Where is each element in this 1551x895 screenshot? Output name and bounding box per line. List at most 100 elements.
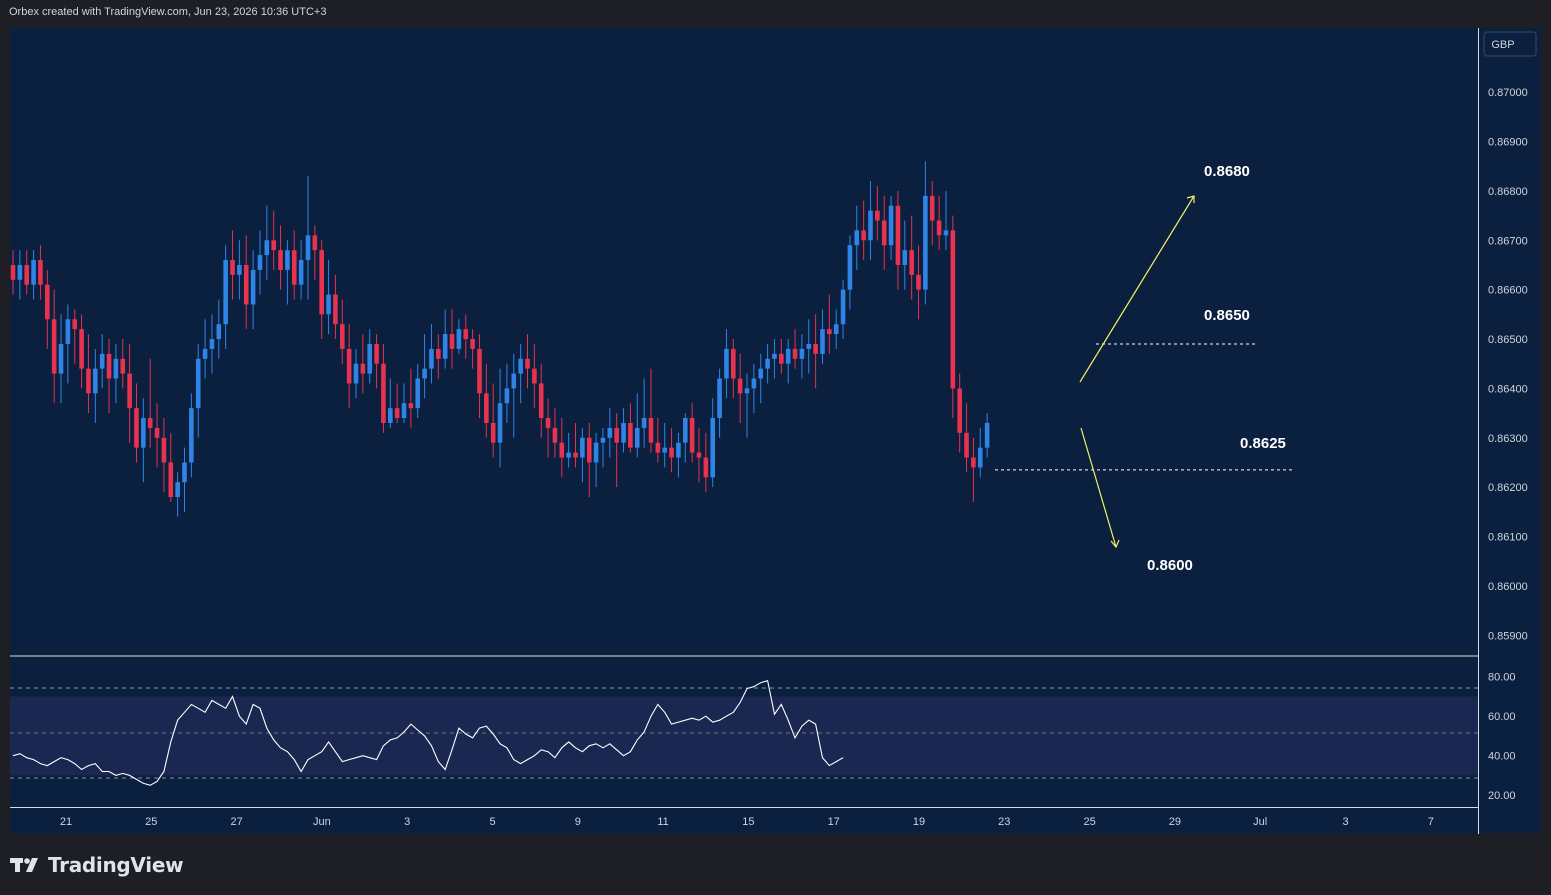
candle bbox=[195, 343, 201, 438]
price-tick-label: 0.86300 bbox=[1488, 433, 1528, 445]
candle bbox=[154, 403, 160, 468]
rsi-line bbox=[12, 680, 844, 786]
candle bbox=[339, 299, 345, 364]
candle bbox=[532, 343, 537, 409]
rsi-band bbox=[10, 696, 1478, 776]
candle bbox=[216, 299, 222, 359]
candle bbox=[401, 383, 407, 423]
candle bbox=[264, 205, 270, 280]
candle bbox=[779, 339, 784, 374]
candle bbox=[86, 334, 91, 414]
rsi-tick-label: 80.00 bbox=[1488, 672, 1516, 684]
candle bbox=[923, 161, 928, 305]
candle bbox=[676, 432, 681, 478]
bullish-arrow[interactable] bbox=[1079, 195, 1195, 383]
level-label-0.8650: 0.8650 bbox=[1204, 307, 1250, 324]
candle bbox=[257, 230, 263, 295]
time-tick-label: 7 bbox=[1428, 816, 1434, 828]
candle bbox=[559, 418, 565, 478]
candle bbox=[79, 314, 84, 389]
plot-area[interactable] bbox=[10, 28, 1478, 655]
candle bbox=[442, 309, 448, 369]
candle bbox=[422, 334, 427, 399]
candle bbox=[415, 363, 421, 419]
time-tick-label: 3 bbox=[404, 816, 410, 828]
time-axis-panel[interactable] bbox=[10, 808, 1478, 834]
candle bbox=[888, 195, 894, 261]
candle bbox=[717, 368, 722, 438]
tradingview-brand[interactable]: TradingView bbox=[10, 850, 184, 880]
time-axis-ticks: 21 25 27 Jun 3 5 9 11 15 17 19 23 25 29 Jul 3 7 bbox=[60, 816, 1434, 828]
candle bbox=[147, 358, 153, 448]
candle bbox=[374, 334, 379, 389]
candle bbox=[662, 422, 667, 468]
level-label-0.8680: 0.8680 bbox=[1204, 163, 1250, 180]
candle bbox=[655, 418, 661, 463]
candle bbox=[593, 432, 599, 488]
candle bbox=[971, 437, 976, 502]
candle bbox=[984, 413, 990, 458]
candle bbox=[223, 245, 228, 349]
candle bbox=[744, 373, 750, 438]
candle bbox=[538, 363, 544, 438]
price-tick-label: 0.86900 bbox=[1488, 137, 1528, 149]
candle bbox=[731, 339, 736, 399]
time-tick-label: 11 bbox=[657, 816, 668, 828]
rsi-tick-label: 60.00 bbox=[1488, 711, 1516, 723]
candle bbox=[72, 309, 78, 364]
price-tick-label: 0.86700 bbox=[1488, 235, 1528, 247]
candle bbox=[490, 383, 496, 458]
level-label-0.8600: 0.8600 bbox=[1147, 557, 1193, 574]
candle bbox=[456, 319, 462, 354]
candle bbox=[312, 225, 318, 280]
candle bbox=[271, 210, 276, 270]
candle bbox=[682, 413, 688, 463]
candle bbox=[497, 368, 503, 468]
candle bbox=[566, 432, 571, 468]
candle bbox=[65, 304, 71, 384]
price-tick-label: 0.85900 bbox=[1488, 630, 1528, 642]
level-label-0.8625: 0.8625 bbox=[1240, 435, 1286, 452]
candle bbox=[58, 314, 64, 404]
candle bbox=[189, 393, 194, 478]
currency-badge[interactable] bbox=[1483, 31, 1537, 57]
candle bbox=[202, 319, 208, 379]
candle bbox=[51, 289, 57, 404]
candle bbox=[353, 348, 359, 399]
candle bbox=[463, 314, 469, 359]
candle bbox=[641, 378, 647, 448]
candle bbox=[552, 408, 558, 458]
candle bbox=[820, 309, 825, 364]
time-tick-label: 27 bbox=[230, 816, 242, 828]
candle bbox=[703, 432, 709, 493]
bearish-arrow[interactable] bbox=[1080, 427, 1120, 549]
time-tick-label: 23 bbox=[998, 816, 1010, 828]
candle bbox=[895, 190, 901, 290]
candle bbox=[141, 398, 146, 483]
candle bbox=[813, 314, 818, 389]
candle bbox=[106, 339, 112, 414]
candle bbox=[408, 368, 414, 428]
price-tick-label: 0.87000 bbox=[1488, 87, 1528, 99]
candle bbox=[929, 181, 935, 246]
candle bbox=[902, 220, 908, 290]
candle bbox=[827, 294, 832, 354]
candle bbox=[38, 245, 43, 300]
price-tick-label: 0.86500 bbox=[1488, 334, 1528, 346]
candle bbox=[161, 418, 167, 493]
candle bbox=[758, 353, 764, 404]
candle bbox=[120, 339, 126, 389]
candle bbox=[710, 398, 716, 488]
rsi-series bbox=[12, 680, 844, 786]
price-axis-panel[interactable] bbox=[1479, 28, 1541, 833]
candle bbox=[113, 343, 119, 404]
candle bbox=[10, 250, 16, 295]
candle bbox=[806, 319, 812, 374]
candle bbox=[875, 185, 880, 241]
price-tick-label: 0.86100 bbox=[1488, 532, 1528, 544]
tradingview-logo-icon bbox=[10, 858, 38, 872]
candle bbox=[511, 353, 517, 438]
candle bbox=[909, 215, 914, 300]
